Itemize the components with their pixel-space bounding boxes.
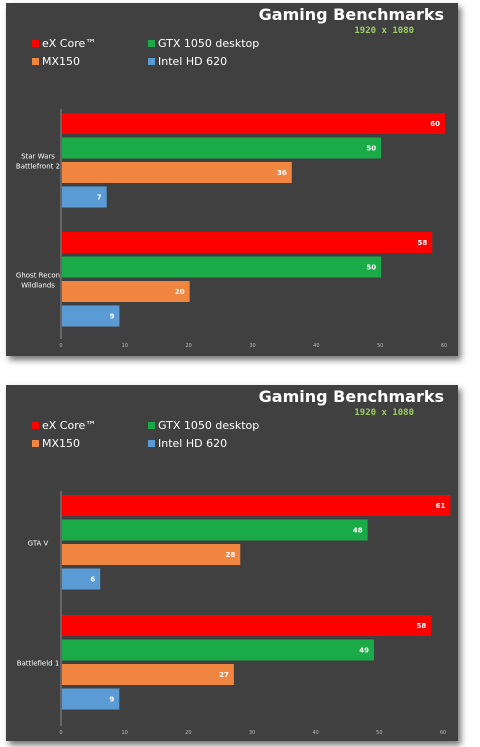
category-label-line: Battlefront 2 xyxy=(16,162,60,170)
legend-label: GTX 1050 desktop xyxy=(158,37,260,50)
bar-value-label: 36 xyxy=(277,169,287,177)
x-tick-label: 50 xyxy=(376,730,382,736)
x-tick-label: 30 xyxy=(249,343,255,349)
legend-item: GTX 1050 desktop xyxy=(148,37,259,50)
bar-value-label: 7 xyxy=(97,194,102,202)
legend-swatch-icon xyxy=(148,58,155,65)
x-tick-label: 60 xyxy=(440,730,446,736)
bar xyxy=(62,305,120,327)
bar-value-label: 48 xyxy=(353,527,363,535)
chart-subtitle: 1920 x 1080 xyxy=(6,408,458,418)
bar xyxy=(62,256,382,278)
x-tick-label: 20 xyxy=(185,343,191,349)
legend-item: eX Core™ xyxy=(32,419,96,432)
chart-legend: eX Core™ GTX 1050 desktop MX150 Intel HD… xyxy=(32,37,332,71)
bar xyxy=(62,162,292,183)
bar xyxy=(62,495,451,516)
bar-value-label: 9 xyxy=(110,313,115,321)
bar xyxy=(62,664,234,685)
x-tick-label: 30 xyxy=(249,730,255,736)
bar-value-label: 61 xyxy=(436,502,446,510)
bar-value-label: 27 xyxy=(219,671,229,679)
legend-label: GTX 1050 desktop xyxy=(158,419,260,432)
bar-value-label: 58 xyxy=(417,239,427,247)
category-label-line: Ghost Recon xyxy=(16,271,60,279)
bar-value-label: 58 xyxy=(417,622,427,630)
chart-title: Gaming Benchmarks xyxy=(258,5,444,24)
legend-item: Intel HD 620 xyxy=(148,437,227,450)
chart-subtitle-text: 1920 x 1080 xyxy=(354,26,414,36)
legend-item: MX150 xyxy=(32,437,80,450)
bar xyxy=(62,688,120,710)
category-label: GTA V xyxy=(28,539,49,547)
bar-value-label: 6 xyxy=(90,576,95,584)
x-tick-label: 0 xyxy=(59,343,62,349)
bar xyxy=(62,232,433,253)
legend-label: Intel HD 620 xyxy=(158,437,228,450)
bar-value-label: 50 xyxy=(366,264,376,272)
x-tick-label: 50 xyxy=(377,343,383,349)
legend-item: MX150 xyxy=(32,55,80,68)
bar xyxy=(62,137,382,159)
legend-swatch-icon xyxy=(148,40,155,47)
chart-subtitle-text: 1920 x 1080 xyxy=(354,408,414,418)
legend-item: GTX 1050 desktop xyxy=(148,419,259,432)
category-label: Star Wars Battlefront 2 xyxy=(16,152,60,170)
chart-title: Gaming Benchmarks xyxy=(258,387,444,406)
legend-swatch-icon xyxy=(32,422,39,429)
x-tick-label: 60 xyxy=(441,343,447,349)
legend-label: Intel HD 620 xyxy=(158,55,228,68)
category-label-line: GTA V xyxy=(28,539,49,547)
bar xyxy=(62,568,101,590)
bar-chart-plot: 0 10 20 30 40 50 60 61 48 28 6 GTA V 58 49 27 9 Battlefi… xyxy=(17,491,451,736)
category-label: Battlefield 1 xyxy=(17,659,60,667)
bar-value-label: 49 xyxy=(359,647,369,655)
bar xyxy=(62,281,190,302)
bar xyxy=(62,544,241,565)
legend-label: MX150 xyxy=(42,55,81,68)
bar xyxy=(62,639,374,661)
legend-item: eX Core™ xyxy=(32,37,96,50)
bar-value-label: 50 xyxy=(366,145,376,153)
bar-value-label: 9 xyxy=(109,696,114,704)
category-label-line: Wildlands xyxy=(21,281,55,289)
x-tick-label: 0 xyxy=(59,730,62,736)
legend-label: eX Core™ xyxy=(42,419,97,432)
benchmark-chart-panel: Gaming Benchmarks 1920 x 1080 eX Core™ G… xyxy=(6,3,458,356)
category-label-line: Battlefield 1 xyxy=(17,659,60,667)
x-tick-label: 40 xyxy=(313,343,319,349)
bar xyxy=(62,519,368,541)
legend-swatch-icon xyxy=(32,440,39,447)
bar-value-label: 20 xyxy=(175,288,185,296)
legend-label: MX150 xyxy=(42,437,81,450)
category-label-line: Star Wars xyxy=(21,152,55,160)
x-tick-label: 40 xyxy=(312,730,318,736)
bar xyxy=(62,113,445,134)
legend-swatch-icon xyxy=(32,40,39,47)
legend-label: eX Core™ xyxy=(42,37,97,50)
chart-legend: eX Core™ GTX 1050 desktop MX150 Intel HD… xyxy=(32,419,332,453)
legend-swatch-icon xyxy=(148,422,155,429)
category-label: Ghost Recon Wildlands xyxy=(16,271,60,289)
x-tick-label: 10 xyxy=(121,730,127,736)
legend-swatch-icon xyxy=(148,440,155,447)
bar xyxy=(62,615,432,636)
bar xyxy=(62,186,107,208)
bar-chart-plot: 0 10 20 30 40 50 60 60 50 36 7 Star Wars Battlefront… xyxy=(16,109,447,349)
legend-swatch-icon xyxy=(32,58,39,65)
x-tick-label: 20 xyxy=(185,730,191,736)
bar-value-label: 28 xyxy=(226,551,236,559)
chart-subtitle: 1920 x 1080 xyxy=(6,26,458,36)
benchmark-chart-panel: Gaming Benchmarks 1920 x 1080 eX Core™ G… xyxy=(6,385,458,741)
x-tick-label: 10 xyxy=(122,343,128,349)
legend-item: Intel HD 620 xyxy=(148,55,227,68)
bar-value-label: 60 xyxy=(430,120,440,128)
